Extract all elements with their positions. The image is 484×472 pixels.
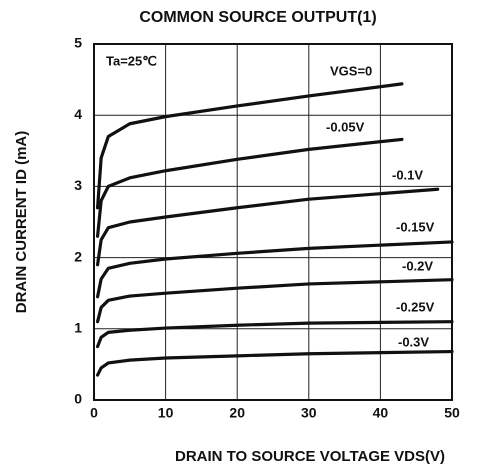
plot-frame [93,43,453,401]
y-tick-label: 1 [74,320,82,336]
x-tick-label: 0 [90,405,98,421]
series-label: -0.1V [392,167,423,182]
x-axis-label: DRAIN TO SOURCE VOLTAGE VDS(V) [175,448,445,465]
series-label: VGS=0 [330,63,372,78]
curve [95,278,454,324]
y-tick-label: 2 [74,248,82,264]
series-label: -0.15V [396,219,435,234]
series-label: -0.3V [398,334,429,349]
curve [95,82,404,210]
curve [95,240,454,299]
x-tick-label: 50 [444,405,460,421]
x-tick-label: 10 [158,405,174,421]
series-label: -0.25V [396,299,435,314]
y-tick-label: 0 [74,391,82,407]
x-tick-label: 20 [229,405,245,421]
x-tick-label: 40 [373,405,389,421]
x-tick-label: 30 [301,405,317,421]
series-label: -0.05V [326,119,365,134]
series-label: -0.2V [402,258,433,273]
curve [95,137,404,238]
curve [95,187,440,267]
curve [95,320,454,349]
chart-title: COMMON SOURCE OUTPUT(1) [139,9,376,26]
annotation: Ta=25℃ [106,53,157,68]
y-axis-label: DRAIN CURRENT ID (mA) [13,131,30,314]
curve [95,349,454,377]
y-tick-label: 3 [74,177,82,193]
y-tick-label: 5 [74,35,82,51]
y-tick-label: 4 [74,106,82,122]
